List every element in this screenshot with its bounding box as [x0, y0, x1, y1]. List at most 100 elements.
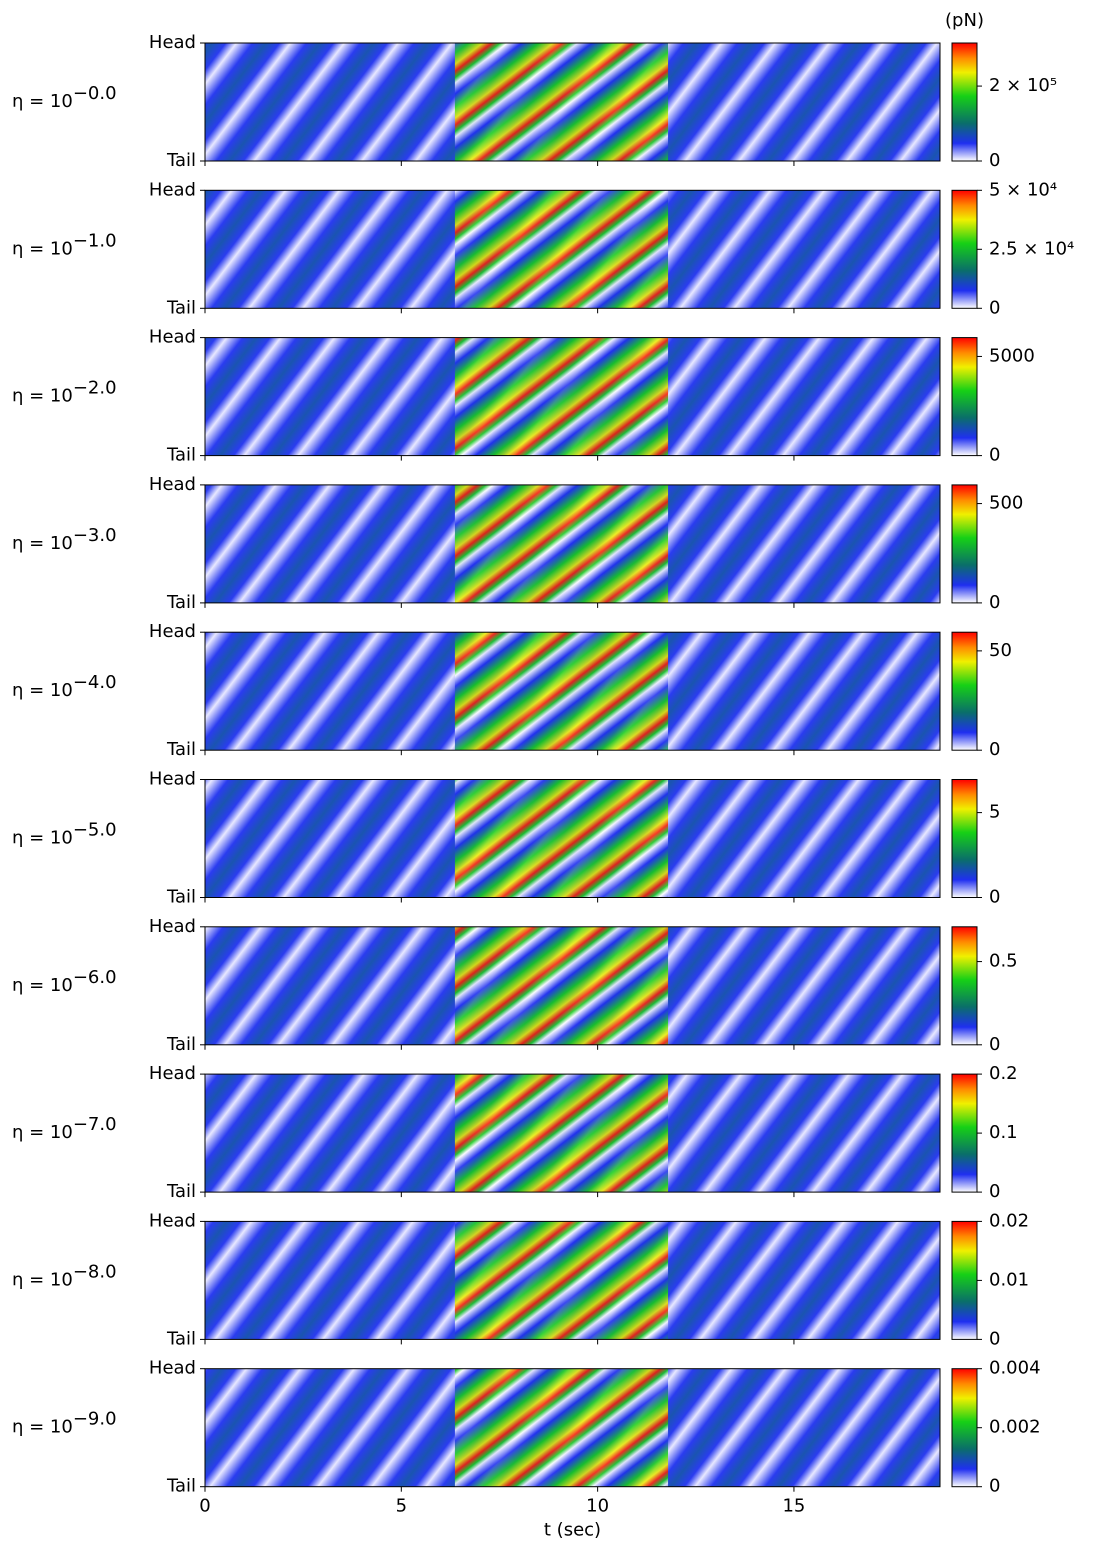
colorbar [951, 631, 978, 751]
colorbar [951, 1220, 978, 1340]
plot-frame [204, 337, 941, 457]
colorbar [951, 1073, 978, 1193]
colorbar [951, 189, 978, 309]
colorbar-tick-label: 2.5 × 10⁴ [989, 238, 1074, 259]
panel-label: η = 10−6.0 [12, 967, 117, 996]
plot-frame [204, 484, 941, 604]
x-tick-label: 10 [586, 1496, 609, 1517]
plot-frame [204, 42, 941, 162]
panel-label-exponent: −2.0 [73, 378, 117, 399]
y-tick-label: Head [149, 474, 196, 495]
colorbar-tick-label: 0 [989, 592, 1000, 613]
y-tick-label: Head [149, 327, 196, 348]
x-tick-label: 15 [782, 1496, 805, 1517]
panel-label-base: η = 10 [12, 1417, 73, 1438]
panel: Head Tail η = 10−0.0 0 2 × 10⁵ (pN) [12, 10, 1057, 171]
colorbar-tick-label: 0 [989, 1476, 1000, 1497]
y-tick-label: Tail [166, 887, 196, 908]
y-tick-label: Head [149, 1358, 196, 1379]
colorbar [951, 484, 978, 604]
panel-label-exponent: −6.0 [73, 967, 117, 988]
y-tick-label: Tail [166, 1476, 196, 1497]
panel-label: η = 10−1.0 [12, 230, 117, 259]
plot-frame [204, 926, 941, 1046]
panel-label-base: η = 10 [12, 680, 73, 701]
y-tick-label: Tail [166, 739, 196, 760]
panel: Head Tail η = 10−8.0 0 0.01 0.02 [12, 1210, 1029, 1349]
colorbar-tick-label: 0.004 [989, 1358, 1041, 1379]
panel-label-exponent: −7.0 [73, 1114, 117, 1135]
y-tick-label: Head [149, 179, 196, 200]
heatmap-active-zone [454, 190, 669, 309]
panel-label-exponent: −3.0 [73, 525, 117, 546]
panel-label-exponent: −5.0 [73, 820, 117, 841]
plot-frame [204, 1368, 941, 1488]
colorbar-tick-label: 0 [989, 887, 1000, 908]
panel-label: η = 10−0.0 [12, 83, 117, 112]
panel-label-exponent: −4.0 [73, 672, 117, 693]
panel-label-exponent: −8.0 [73, 1261, 117, 1282]
colorbar-label: (pN) [945, 10, 984, 31]
colorbar-tick-label: 500 [989, 493, 1023, 514]
panel-label: η = 10−7.0 [12, 1114, 117, 1143]
colorbar [951, 337, 978, 457]
colorbar-tick-label: 5 [989, 802, 1000, 823]
colorbar-tick-label: 5000 [989, 345, 1035, 366]
panel-label: η = 10−5.0 [12, 820, 117, 849]
y-tick-label: Tail [166, 150, 196, 171]
y-tick-label: Head [149, 1063, 196, 1084]
colorbar-tick-label: 0 [989, 150, 1000, 171]
panel-label-base: η = 10 [12, 91, 73, 112]
plot-frame [204, 189, 941, 309]
panel-label-base: η = 10 [12, 975, 73, 996]
panel-label-base: η = 10 [12, 1122, 73, 1143]
colorbar [951, 926, 978, 1046]
x-axis-label: t (sec) [544, 1520, 601, 1541]
x-tick-label: 0 [199, 1496, 210, 1517]
heatmap-active-zone [454, 1074, 669, 1193]
y-tick-label: Head [149, 1210, 196, 1231]
panel-label-base: η = 10 [12, 1269, 73, 1290]
panel-label-base: η = 10 [12, 238, 73, 259]
plot-frame [204, 1073, 941, 1193]
colorbar-tick-label: 0.5 [989, 951, 1018, 972]
colorbar-tick-label: 50 [989, 640, 1012, 661]
colorbar-tick-label: 0.01 [989, 1269, 1029, 1290]
colorbar-tick-label: 0 [989, 1328, 1000, 1349]
colorbar-tick-label: 5 × 10⁴ [989, 179, 1057, 200]
y-tick-label: Head [149, 916, 196, 937]
y-tick-label: Tail [166, 1034, 196, 1055]
y-tick-label: Tail [166, 1181, 196, 1202]
heatmap-active-zone [454, 43, 669, 161]
colorbar-tick-label: 0 [989, 297, 1000, 318]
panel: Head Tail η = 10−3.0 0 500 [12, 474, 1023, 613]
panel-label-exponent: −1.0 [73, 230, 117, 251]
panel-label: η = 10−9.0 [12, 1409, 117, 1438]
colorbar-tick-label: 0.1 [989, 1122, 1018, 1143]
panel-label-base: η = 10 [12, 828, 73, 849]
panel: Head Tail η = 10−9.0 0 5 10 15 t (sec) 0 0.002 0.0… [12, 1358, 1041, 1541]
heatmap-active-zone [454, 779, 669, 898]
plot-frame [204, 779, 941, 898]
panel: Head Tail η = 10−2.0 0 5000 [12, 327, 1035, 466]
heatmap-active-zone [454, 337, 669, 456]
colorbar-tick-label: 0.02 [989, 1210, 1029, 1231]
heatmap-active-zone [454, 1221, 669, 1340]
panel-label-base: η = 10 [12, 386, 73, 407]
colorbar [951, 779, 978, 898]
panel: Head Tail η = 10−6.0 0 0.5 [12, 916, 1018, 1055]
panel: Head Tail η = 10−1.0 0 2.5 × 10⁴ 5 × 10⁴ [12, 179, 1074, 318]
panel-label: η = 10−8.0 [12, 1261, 117, 1290]
colorbar [951, 1368, 978, 1488]
y-tick-label: Tail [166, 297, 196, 318]
y-tick-label: Head [149, 32, 196, 53]
panel-label-base: η = 10 [12, 533, 73, 554]
colorbar-tick-label: 0.002 [989, 1417, 1041, 1438]
heatmap-active-zone [454, 1368, 669, 1487]
panel-label-exponent: −9.0 [73, 1409, 117, 1430]
panel-label: η = 10−2.0 [12, 378, 117, 407]
panel-label-exponent: −0.0 [73, 83, 117, 104]
y-tick-label: Head [149, 769, 196, 790]
colorbar-tick-label: 0 [989, 1034, 1000, 1055]
